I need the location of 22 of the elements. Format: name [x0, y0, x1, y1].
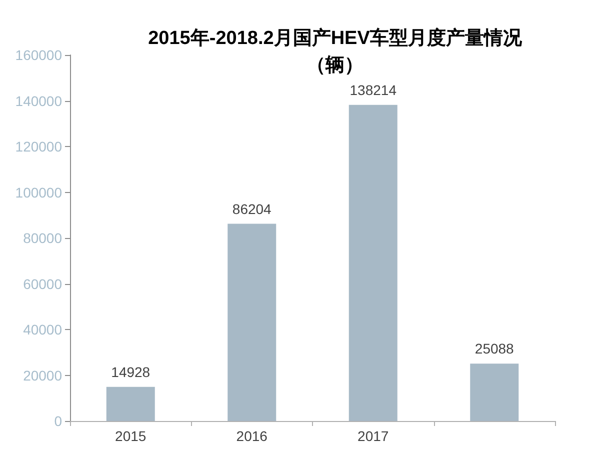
y-tick-label: 120000	[15, 138, 62, 154]
chart-subtitle: （辆）	[306, 55, 364, 76]
y-tick-label: 140000	[15, 92, 62, 109]
y-tick-label: 100000	[15, 184, 62, 200]
y-tick-label: 0	[54, 413, 62, 429]
y-tick-label: 40000	[23, 322, 62, 338]
bar	[228, 224, 276, 421]
data-label: 138214	[350, 82, 397, 98]
y-tick-label: 20000	[23, 367, 62, 384]
x-tick-label: 2017	[358, 428, 389, 444]
x-tick-label: 2015	[115, 428, 146, 444]
data-label: 14928	[111, 364, 150, 380]
bar	[470, 364, 519, 421]
data-label: 25088	[474, 340, 514, 357]
data-label: 86204	[232, 200, 272, 217]
bar	[348, 104, 398, 421]
chart-title: 2015年-2018.2月国产HEV车型月度产量情况	[148, 27, 523, 49]
x-tick-label: 2016	[236, 428, 268, 444]
y-tick-label: 60000	[23, 276, 62, 292]
y-tick-label: 160000	[15, 47, 62, 63]
y-tick-label: 80000	[23, 230, 62, 246]
bar	[106, 386, 155, 421]
